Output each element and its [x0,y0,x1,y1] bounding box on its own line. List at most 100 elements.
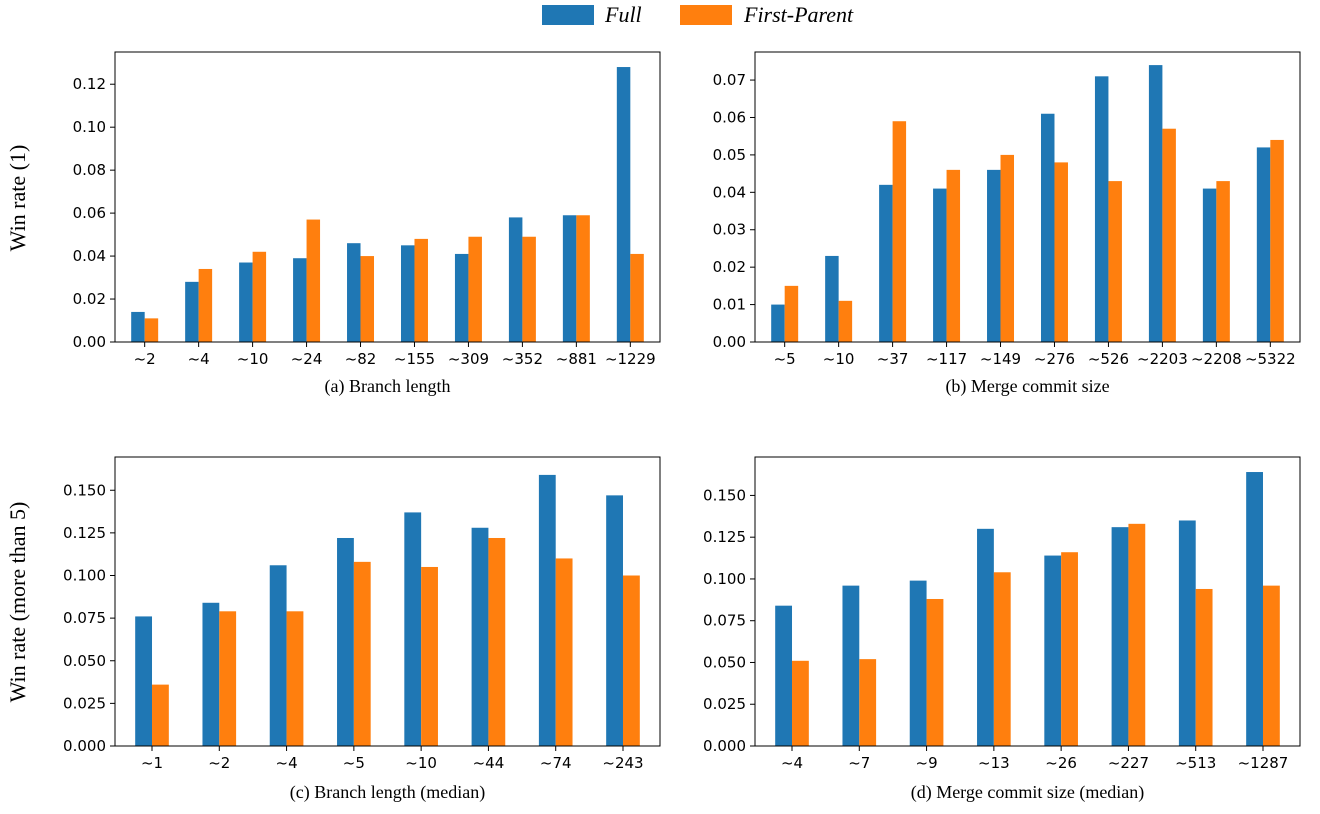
legend-label-first-parent: First-Parent [743,2,854,27]
chart-panel-a: ~2 ~4 ~10 ~24 ~82 ~155 ~309 ~352 ~881 ~1229 0.00 0.… [73,51,661,397]
bar-b-full-0 [771,304,785,342]
bar-d-first-parent-2 [926,598,944,746]
y-axis-label-bottom: Win rate (more than 5) [5,502,30,703]
bar-b-first-parent-6 [1108,181,1122,342]
x-tick-label-a-1: ~4 [188,350,210,368]
bar-a-full-2 [239,262,253,342]
y-tick-label-b-4: 0.04 [713,183,746,201]
bar-d-first-parent-1 [859,659,877,746]
bar-d-full-4 [1044,555,1062,746]
bar-c-full-0 [135,616,153,746]
y-tick-label-c-4: 0.100 [63,567,106,585]
bar-d-full-5 [1111,527,1129,746]
chart-panel-b: ~5 ~10 ~37 ~117 ~149 ~276 ~526 ~2203 ~2208 ~5322 0… [713,51,1301,397]
y-tick-label-d-5: 0.125 [703,528,746,546]
y-tick-label-d-4: 0.100 [703,570,746,588]
bar-d-first-parent-0 [792,660,809,746]
bar-d-first-parent-7 [1262,585,1280,746]
x-tick-label-c-5: ~44 [473,754,505,772]
y-tick-label-c-6: 0.150 [63,481,106,499]
bar-c-full-6 [538,474,556,746]
y-tick-label-a-2: 0.04 [73,247,106,265]
y-tick-label-b-2: 0.02 [713,258,746,276]
bar-b-first-parent-5 [1054,162,1068,342]
bar-a-first-parent-3 [306,219,321,342]
bar-b-full-9 [1256,147,1271,342]
x-tick-label-b-8: ~2208 [1191,350,1242,368]
bar-a-full-1 [185,281,199,342]
x-tick-label-c-3: ~5 [343,754,365,772]
y-tick-label-b-3: 0.03 [713,221,746,239]
plot-frame-c [114,456,661,747]
bar-b-first-parent-0 [784,285,799,342]
x-tick-label-c-1: ~2 [208,754,230,772]
plot-frame-a [114,51,661,343]
bar-a-first-parent-6 [468,236,482,342]
y-tick-label-a-3: 0.06 [73,204,106,222]
x-tick-label-b-0: ~5 [774,350,796,368]
bar-a-first-parent-1 [198,268,213,342]
bar-d-first-parent-6 [1195,588,1213,746]
x-tick-label-c-2: ~4 [276,754,298,772]
x-tick-label-b-4: ~149 [980,350,1021,368]
bar-c-first-parent-1 [219,611,237,746]
x-tick-label-a-6: ~309 [448,350,489,368]
x-tick-label-a-0: ~2 [134,350,156,368]
y-tick-label-b-6: 0.06 [713,108,746,126]
y-tick-label-d-0: 0.000 [703,737,746,755]
x-tick-label-d-2: ~9 [916,754,938,772]
bar-b-full-7 [1148,65,1163,342]
x-tick-label-b-7: ~2203 [1137,350,1188,368]
bar-b-full-4 [987,169,1001,342]
bar-c-full-1 [202,602,220,746]
bar-a-first-parent-7 [522,236,536,342]
chart-panel-c: ~1 ~2 ~4 ~5 ~10 ~44 ~74 ~243 0.000 0.025 0.050 0.07… [63,456,661,803]
x-tick-label-b-5: ~276 [1034,350,1075,368]
caption-d: (d) Merge commit size (median) [911,782,1145,803]
y-tick-label-a-0: 0.00 [73,333,106,351]
y-tick-label-a-5: 0.10 [73,118,106,136]
x-tick-label-d-7: ~1287 [1238,754,1289,772]
y-tick-label-c-5: 0.125 [63,524,106,542]
x-tick-label-a-3: ~24 [291,350,323,368]
bar-c-first-parent-3 [353,561,371,746]
y-tick-label-b-5: 0.05 [713,146,746,164]
bar-d-first-parent-5 [1128,523,1146,746]
bar-c-first-parent-7 [622,575,640,746]
y-tick-label-d-3: 0.075 [703,612,746,630]
y-tick-label-a-6: 0.12 [73,75,106,93]
bar-a-full-8 [562,215,577,342]
plot-frame-d [754,456,1301,747]
bar-d-first-parent-4 [1061,552,1078,746]
bar-a-first-parent-4 [360,256,375,342]
x-tick-label-a-4: ~82 [345,350,377,368]
x-tick-label-d-6: ~513 [1175,754,1216,772]
x-tick-label-c-6: ~74 [540,754,572,772]
y-tick-label-d-2: 0.050 [703,653,746,671]
legend-swatch-full [542,5,594,25]
bar-c-full-3 [337,537,354,746]
bar-d-first-parent-3 [993,572,1011,746]
bar-b-full-5 [1040,113,1055,343]
bar-a-first-parent-2 [252,251,267,342]
x-tick-label-c-7: ~243 [602,754,643,772]
caption-c: (c) Branch length (median) [290,782,485,803]
x-tick-label-a-8: ~881 [556,350,597,368]
plot-frame-b [754,51,1301,343]
bar-a-first-parent-8 [576,215,590,342]
bar-a-full-9 [616,67,631,342]
legend-swatch-first-parent [680,5,732,25]
chart-panel-d: ~4 ~7 ~9 ~13 ~26 ~227 ~513 ~1287 0.000 0.025 0.050… [703,456,1301,803]
bar-b-first-parent-7 [1162,128,1176,342]
x-tick-label-a-7: ~352 [502,350,543,368]
bar-b-full-6 [1094,76,1109,342]
x-tick-label-a-5: ~155 [394,350,435,368]
bar-c-first-parent-5 [488,537,506,746]
x-tick-label-a-9: ~1229 [605,350,656,368]
y-tick-label-d-1: 0.025 [703,695,746,713]
bar-a-first-parent-5 [414,238,428,342]
caption-a: (a) Branch length [325,376,451,397]
x-tick-label-d-4: ~26 [1045,754,1077,772]
bar-a-full-6 [454,253,469,342]
